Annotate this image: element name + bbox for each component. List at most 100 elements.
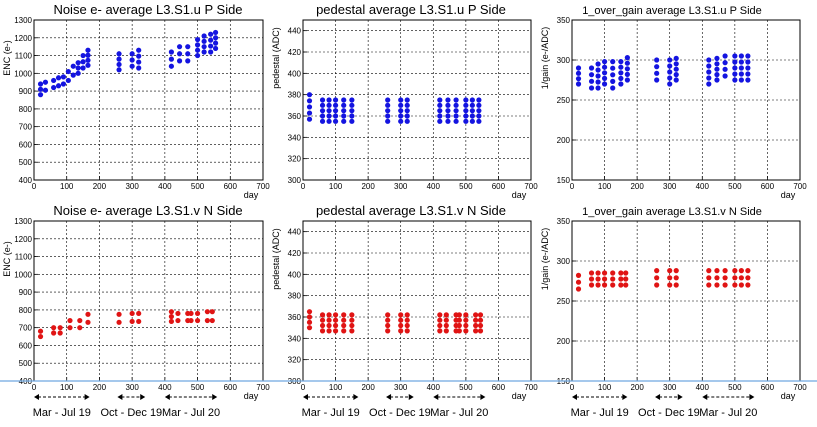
- y-tick-label: 350: [557, 16, 571, 25]
- data-point: [319, 328, 326, 334]
- y-tick-label: 200: [557, 337, 571, 346]
- data-point: [654, 282, 660, 288]
- period-label: Mar - Jul 20: [699, 407, 757, 419]
- data-point: [673, 72, 679, 78]
- data-point: [601, 276, 608, 282]
- data-point: [595, 61, 601, 67]
- data-point: [85, 57, 91, 63]
- data-point: [456, 317, 462, 323]
- data-point: [654, 268, 660, 274]
- data-point: [349, 317, 355, 323]
- data-point: [176, 58, 183, 64]
- data-point: [326, 322, 332, 329]
- data-point: [341, 97, 347, 103]
- arrow-left-head: [386, 394, 392, 400]
- data-point: [42, 87, 49, 93]
- data-point: [209, 309, 215, 315]
- x-tick-label: 300: [394, 182, 408, 191]
- data-point: [463, 317, 469, 323]
- data-point: [404, 312, 410, 318]
- chart-title: Noise e- average L3.S1.v N Side: [53, 203, 242, 218]
- y-tick-label: 340: [288, 334, 302, 343]
- data-point: [595, 67, 601, 73]
- data-point: [610, 282, 616, 288]
- data-point: [445, 108, 451, 114]
- data-point: [722, 73, 728, 79]
- data-point: [349, 328, 355, 334]
- arrow-right-head: [677, 394, 683, 400]
- data-point: [326, 317, 332, 323]
- data-point: [453, 118, 459, 124]
- data-point: [398, 118, 404, 124]
- data-point: [319, 118, 326, 124]
- y-tick-label: 700: [19, 324, 33, 333]
- plot-frame: [302, 19, 532, 181]
- data-point: [80, 52, 86, 59]
- data-point: [624, 60, 630, 66]
- data-point: [326, 312, 332, 318]
- data-point: [57, 325, 63, 331]
- data-point: [212, 45, 219, 52]
- data-point: [624, 55, 630, 61]
- data-point: [575, 65, 582, 71]
- data-point: [194, 47, 201, 53]
- data-point: [42, 79, 49, 85]
- data-point: [80, 65, 86, 71]
- data-point: [575, 70, 582, 76]
- data-point: [67, 325, 73, 331]
- data-point: [306, 98, 313, 104]
- data-point: [673, 66, 679, 72]
- data-point: [319, 102, 326, 108]
- period-annotations-pedestal_n: Mar - Jul 19 Oct - Dec 19 Mar - Jul 20: [302, 394, 488, 419]
- data-point: [51, 77, 57, 84]
- data-point: [714, 268, 720, 274]
- data-point: [176, 44, 183, 50]
- arrow-left-head: [433, 394, 439, 400]
- data-point: [610, 276, 616, 282]
- data-point: [667, 282, 673, 288]
- data-point: [176, 51, 183, 57]
- period-annotations-noise_n: Mar - Jul 19 Oct - Dec 19 Mar - Jul 20: [33, 394, 220, 419]
- period-label: Mar - Jul 20: [430, 407, 488, 419]
- data-point: [463, 97, 469, 103]
- data-point: [136, 65, 142, 71]
- data-point: [306, 319, 313, 325]
- data-point: [398, 97, 404, 103]
- y-tick-label: 900: [19, 87, 33, 96]
- data-point: [623, 282, 629, 288]
- chart-pedestal_p: pedestal average L3.S1.u P Side 0 100 200 30…: [271, 2, 538, 200]
- y-axis-label: 1/gain (e-/ADC): [540, 228, 550, 291]
- data-point: [37, 333, 44, 340]
- data-point: [437, 108, 443, 114]
- data-point: [116, 67, 122, 73]
- y-tick-label: 800: [19, 105, 33, 114]
- data-point: [67, 317, 73, 324]
- data-point: [618, 64, 624, 70]
- data-point: [341, 317, 347, 323]
- x-tick-label: 600: [492, 383, 506, 392]
- data-point: [722, 268, 728, 274]
- data-point: [610, 78, 616, 84]
- y-tick-label: 420: [288, 48, 302, 57]
- data-point: [469, 102, 475, 108]
- data-point: [654, 64, 660, 70]
- y-axis-label: pedestal (ADC): [271, 27, 281, 89]
- data-point: [319, 312, 326, 318]
- data-point: [595, 270, 601, 276]
- y-axis-label: ENC (e-): [2, 241, 12, 277]
- data-point: [610, 72, 616, 78]
- data-point: [463, 102, 469, 108]
- y-tick-label: 300: [557, 56, 571, 65]
- data-point: [745, 268, 751, 274]
- x-tick-label: 300: [663, 383, 677, 392]
- data-point: [212, 29, 219, 36]
- data-point: [332, 317, 339, 323]
- period-label: Mar - Jul 19: [302, 407, 360, 419]
- data-point: [208, 43, 214, 49]
- x-axis-label: day: [244, 190, 259, 200]
- data-point: [437, 328, 443, 334]
- data-point: [667, 63, 673, 69]
- y-tick-label: 320: [288, 356, 302, 365]
- period-annotations-gain_n: Mar - Jul 19 Oct - Dec 19 Mar - Jul 20: [571, 394, 757, 419]
- data-point: [745, 59, 751, 65]
